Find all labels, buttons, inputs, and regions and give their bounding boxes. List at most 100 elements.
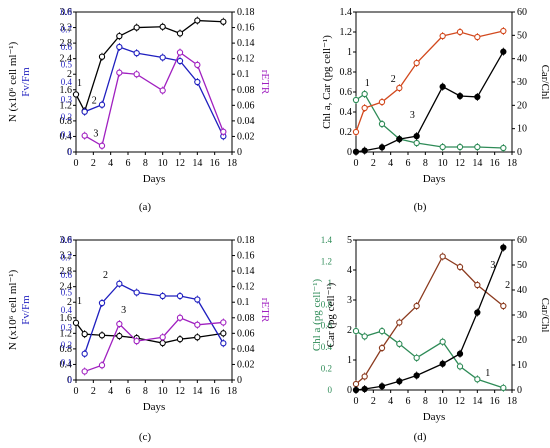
data-point [475,144,480,149]
chart-panel-b: 0 2 4 6 8 10 12 14 16 18Days00.20.40.60.811.21.4C… [321,7,550,213]
x-tick-label: 2 [371,158,376,169]
series-line [356,248,503,391]
x-tick-label: 10 [438,396,448,407]
x-tick-label: 8 [423,396,428,407]
data-point [221,341,226,346]
right-tick-label: 0.12 [237,54,255,65]
y-tick-label: 0 [347,147,352,158]
y2-tick-label: 0.6 [61,270,73,280]
series-line [85,52,224,145]
data-point [362,374,367,379]
data-point [177,337,182,342]
data-point [501,49,506,54]
x-tick-label: 2 [91,386,96,397]
y-tick-label: 2 [347,325,352,336]
right-tick-label: 30 [517,77,527,88]
data-point [221,129,226,134]
x-tick-label: 16 [210,386,220,397]
data-point [440,254,445,259]
y2-tick-label: 1.4 [321,235,333,245]
data-point [501,245,506,250]
data-point [99,102,104,107]
y-axis-title: Chl a, Car (pg cell⁻¹) [321,35,333,129]
data-point [160,88,165,93]
x-tick-label: 0 [74,158,79,169]
y2-tick-label: 1.2 [321,256,332,266]
right-tick-label: 0.16 [237,23,255,34]
y-tick-label: 5 [347,235,352,246]
y-axis-title: N (x10⁶ cell ml⁻¹) [7,269,19,350]
data-point [177,50,182,55]
data-point [414,140,419,145]
data-point [73,320,78,325]
right-tick-label: 0 [517,385,522,396]
data-point [134,25,139,30]
x-tick-label: 18 [507,396,517,407]
right-tick-label: 0.1 [237,297,250,308]
data-point [501,303,506,308]
right-tick-label: 0.18 [237,235,255,246]
y-tick-label: 0 [347,385,352,396]
right-tick-label: 0.1 [237,69,250,80]
x-tick-label: 18 [227,158,237,169]
annotation-label: 3 [490,260,495,271]
right-axis-title: rETR [259,298,271,323]
y2-tick-label: 0.2 [61,112,72,122]
panel-label: (a) [139,201,152,213]
data-point [379,328,384,333]
y-tick-label: 4 [347,265,352,276]
data-point [501,28,506,33]
right-axis-title: Car/Chl [539,298,550,333]
chart-panel-c: 0 2 4 6 8 10 12 14 16 18Days00.40.81.21.622.42.83… [7,235,271,443]
chart-panel-a: 0 2 4 6 8 10 12 14 16 18Days00.40.81.21.622.42.83… [7,7,271,213]
x-tick-label: 6 [126,386,131,397]
x-tick-label: 2 [91,158,96,169]
right-axis-title: rETR [259,70,271,95]
data-point [501,145,506,150]
x-tick-label: 8 [143,386,148,397]
data-point [440,33,445,38]
data-point [353,97,358,102]
right-tick-label: 0.02 [237,359,255,370]
y-tick-label: 0.2 [340,127,353,138]
right-tick-label: 0.18 [237,7,255,18]
x-tick-label: 0 [354,396,359,407]
y2-tick-label: 0.8 [61,7,73,17]
data-point [195,322,200,327]
data-point [475,94,480,99]
data-point [397,320,402,325]
data-point [82,369,87,374]
x-tick-label: 0 [74,386,79,397]
data-point [362,148,367,153]
y2-tick-label: 0.7 [61,253,73,263]
data-point [134,339,139,344]
right-tick-label: 10 [517,360,527,371]
series-line [85,284,224,354]
data-point [160,293,165,298]
right-tick-label: 0.16 [237,251,255,262]
panel-label: (b) [414,201,427,213]
data-point [362,386,367,391]
data-point [221,320,226,325]
data-point [414,60,419,65]
x-tick-label: 4 [388,158,393,169]
annotation-label: 2 [391,74,396,85]
data-point [177,58,182,63]
x-tick-label: 16 [210,158,220,169]
data-point [195,79,200,84]
data-point [195,18,200,23]
data-point [362,334,367,339]
y-tick-label: 1 [347,47,352,58]
data-point [475,310,480,315]
data-point [475,34,480,39]
y2-tick-label: 0.8 [61,235,73,245]
data-point [457,264,462,269]
right-tick-label: 0 [237,375,242,386]
x-tick-label: 8 [143,158,148,169]
data-point [457,351,462,356]
data-point [397,85,402,90]
right-tick-label: 0.06 [237,100,255,111]
data-point [99,300,104,305]
right-tick-label: 0.04 [237,344,255,355]
data-point [379,145,384,150]
